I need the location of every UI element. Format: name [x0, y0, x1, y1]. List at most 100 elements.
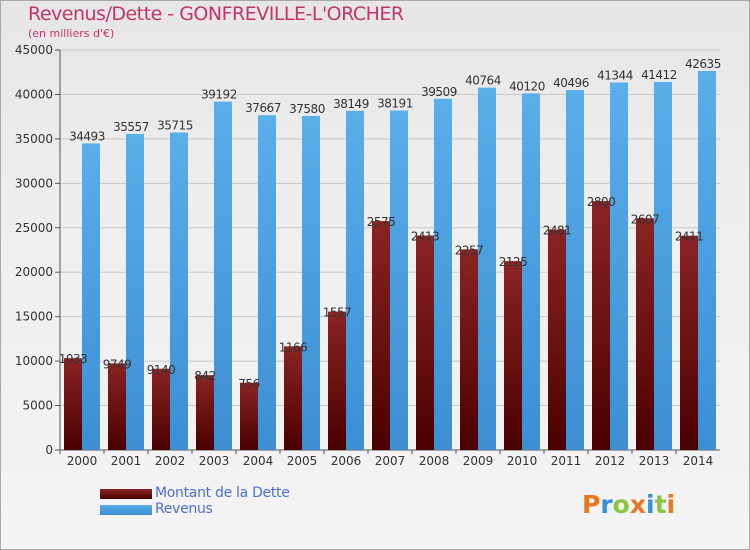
bar-revenue-2005	[302, 115, 320, 450]
bar-revenue-2009	[478, 87, 496, 451]
data-label-revenue-2008: 39509	[421, 85, 457, 99]
bar-debt-2013	[636, 218, 654, 450]
logo-letter: x	[629, 490, 646, 519]
data-label-revenue-2005: 37580	[289, 102, 325, 116]
y-tick-label: 25000	[15, 221, 53, 235]
logo-letter: o	[612, 490, 630, 519]
bars	[64, 71, 716, 451]
logo-letter: t	[654, 490, 667, 519]
x-tick-label: 2002	[155, 454, 186, 468]
y-tick-label: 45000	[15, 43, 53, 57]
bar-revenue-2014	[698, 71, 716, 451]
data-label-debt-2005: 1166	[279, 340, 308, 354]
x-tick-label: 2009	[463, 454, 494, 468]
data-label-revenue-2002: 35715	[157, 119, 193, 133]
bar-debt-2009	[460, 249, 478, 450]
bar-revenue-2007	[390, 110, 408, 450]
data-label-revenue-2009: 40764	[465, 74, 501, 88]
bar-revenue-2001	[126, 133, 144, 450]
x-tick-label: 2000	[67, 454, 98, 468]
data-label-debt-2007: 2575	[367, 215, 396, 229]
data-label-revenue-2000: 34493	[69, 129, 105, 143]
x-tick-label: 2001	[111, 454, 142, 468]
logo-letter: P	[582, 490, 601, 519]
data-label-debt-2001: 9749	[103, 357, 132, 371]
data-label-revenue-2013: 41412	[641, 68, 677, 82]
data-label-debt-2008: 2413	[411, 230, 440, 244]
logo-letter: i	[646, 490, 655, 519]
chart-title: Revenus/Dette - GONFREVILLE-L'ORCHER	[28, 3, 404, 25]
data-label-revenue-2012: 41344	[597, 68, 633, 82]
x-tick-label: 2014	[683, 454, 714, 468]
bar-debt-2005	[284, 346, 302, 450]
data-labels: 1033 34493 9749 35557 9140 35715 842 39192 756 37…	[59, 57, 722, 391]
bar-debt-2000	[64, 358, 82, 450]
bar-debt-2011	[548, 229, 566, 450]
bar-revenue-2002	[170, 132, 188, 451]
y-tick-label: 40000	[15, 87, 53, 101]
data-label-debt-2006: 1557	[323, 306, 352, 320]
bar-debt-2008	[416, 235, 434, 450]
x-tick-label: 2008	[419, 454, 450, 468]
legend-swatch-debt	[100, 489, 152, 499]
x-tick-label: 2012	[595, 454, 626, 468]
x-tick-label: 2010	[507, 454, 538, 468]
x-tick-label: 2013	[639, 454, 670, 468]
y-tick-label: 30000	[15, 176, 53, 190]
y-tick-label: 5000	[22, 399, 53, 413]
bar-revenue-2010	[522, 93, 540, 450]
x-tick-label: 2004	[243, 454, 274, 468]
data-label-revenue-2004: 37667	[245, 101, 281, 115]
bar-revenue-2004	[258, 115, 276, 450]
data-label-revenue-2003: 39192	[201, 88, 237, 102]
data-label-debt-2014: 2411	[675, 230, 704, 244]
bar-revenue-2006	[346, 110, 364, 451]
y-tick-label: 35000	[15, 132, 53, 146]
data-label-revenue-2007: 38191	[377, 97, 413, 111]
bar-debt-2007	[372, 221, 390, 450]
data-label-debt-2009: 2257	[455, 243, 484, 257]
logo-letter: i	[666, 490, 676, 519]
bar-revenue-2003	[214, 101, 232, 451]
bar-debt-2014	[680, 235, 698, 450]
x-tick-label: 2011	[551, 454, 582, 468]
data-label-debt-2003: 842	[194, 369, 215, 383]
data-label-debt-2004: 756	[238, 377, 259, 391]
y-tick-label: 10000	[15, 354, 53, 368]
bar-revenue-2013	[654, 81, 672, 450]
bar-debt-2004	[240, 382, 258, 450]
bar-debt-2006	[328, 311, 346, 450]
data-label-debt-2002: 9140	[147, 363, 176, 377]
data-label-debt-2013: 2607	[631, 212, 660, 226]
data-label-revenue-2006: 38149	[333, 97, 369, 111]
bar-revenue-2011	[566, 90, 584, 450]
y-tick-label: 15000	[15, 310, 53, 324]
data-label-revenue-2011: 40496	[553, 76, 589, 90]
data-label-revenue-2001: 35557	[113, 120, 149, 134]
legend-swatch-revenue	[100, 505, 152, 515]
y-tick-label: 0	[45, 443, 53, 457]
data-label-debt-2000: 1033	[59, 352, 88, 366]
y-tick-label: 20000	[15, 265, 53, 279]
bar-revenue-2008	[434, 98, 452, 450]
x-tick-label: 2005	[287, 454, 318, 468]
x-tick-label: 2003	[199, 454, 230, 468]
bar-debt-2010	[504, 261, 522, 450]
x-tick-label: 2007	[375, 454, 406, 468]
data-label-revenue-2014: 42635	[685, 57, 721, 71]
bar-debt-2001	[108, 363, 126, 450]
legend-label-debt: Montant de la Dette	[155, 485, 290, 501]
logo-letter: r	[600, 490, 613, 519]
legend-label-revenue: Revenus	[155, 501, 213, 517]
bar-debt-2002	[152, 368, 170, 450]
bar-debt-2003	[196, 375, 214, 450]
proxiti-logo: Proxiti	[582, 490, 675, 519]
chart-subtitle: (en milliers d'€)	[28, 27, 115, 40]
data-label-debt-2012: 2800	[587, 195, 616, 209]
data-label-debt-2010: 2125	[499, 255, 528, 269]
bar-revenue-2012	[610, 82, 628, 451]
data-label-debt-2011: 2481	[543, 223, 572, 237]
data-label-revenue-2010: 40120	[509, 79, 545, 93]
x-tick-label: 2006	[331, 454, 362, 468]
